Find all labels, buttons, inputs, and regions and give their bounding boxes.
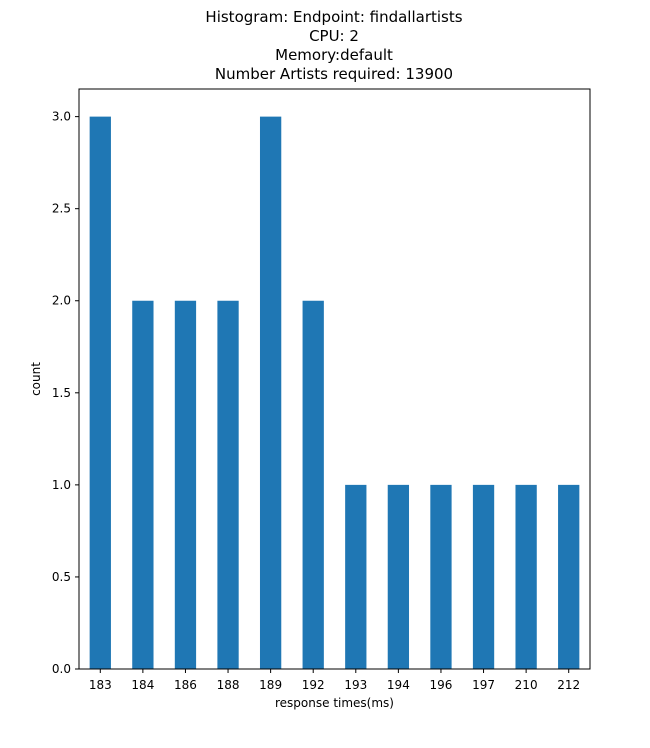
x-tick-label: 212 (557, 678, 580, 692)
x-tick-label: 189 (259, 678, 282, 692)
chart-title-line-1: Histogram: Endpoint: findallartists (205, 8, 462, 26)
bar-184 (132, 300, 154, 669)
bar-210 (515, 484, 537, 669)
chart-title: Histogram: Endpoint: findallartists CPU:… (205, 8, 462, 83)
x-axis-label: response times(ms) (275, 696, 394, 710)
x-tick-label: 186 (174, 678, 197, 692)
bar-186 (174, 300, 197, 669)
chart-title-line-2: CPU: 2 (309, 27, 359, 45)
x-tick-label: 196 (430, 678, 453, 692)
x-axis: 183 184 186 188 189 192 193 194 196 197 210 212 (89, 669, 580, 692)
x-tick-label: 197 (472, 678, 495, 692)
x-tick-label: 193 (344, 678, 367, 692)
x-tick-label: 188 (217, 678, 240, 692)
y-tick-label: 0.0 (52, 662, 71, 676)
y-tick-label: 0.5 (52, 570, 71, 584)
bar-196 (430, 484, 452, 669)
y-tick-label: 2.5 (52, 202, 71, 216)
bar-189 (259, 116, 282, 670)
x-tick-label: 183 (89, 678, 112, 692)
plot-frame (78, 88, 591, 670)
y-tick-label: 1.5 (52, 386, 71, 400)
bar-188 (217, 300, 239, 669)
bar-183 (89, 116, 111, 670)
x-tick-label: 192 (302, 678, 325, 692)
y-axis-label: count (29, 362, 43, 396)
x-tick-label: 184 (131, 678, 154, 692)
chart-title-line-3: Memory:default (275, 46, 393, 64)
y-tick-label: 1.0 (52, 478, 71, 492)
x-tick-label: 194 (387, 678, 410, 692)
x-tick-label: 210 (515, 678, 538, 692)
y-axis: 0.0 0.5 1.0 1.5 2.0 2.5 3.0 (52, 110, 79, 676)
bar-194 (387, 484, 410, 669)
y-tick-label: 2.0 (52, 294, 71, 308)
bar-192 (302, 300, 324, 669)
bar-193 (345, 484, 367, 669)
y-tick-label: 3.0 (52, 110, 71, 124)
bar-series (89, 116, 580, 670)
bar-212 (558, 484, 580, 669)
chart-title-line-4: Number Artists required: 13900 (215, 65, 453, 83)
bar-197 (472, 484, 495, 669)
